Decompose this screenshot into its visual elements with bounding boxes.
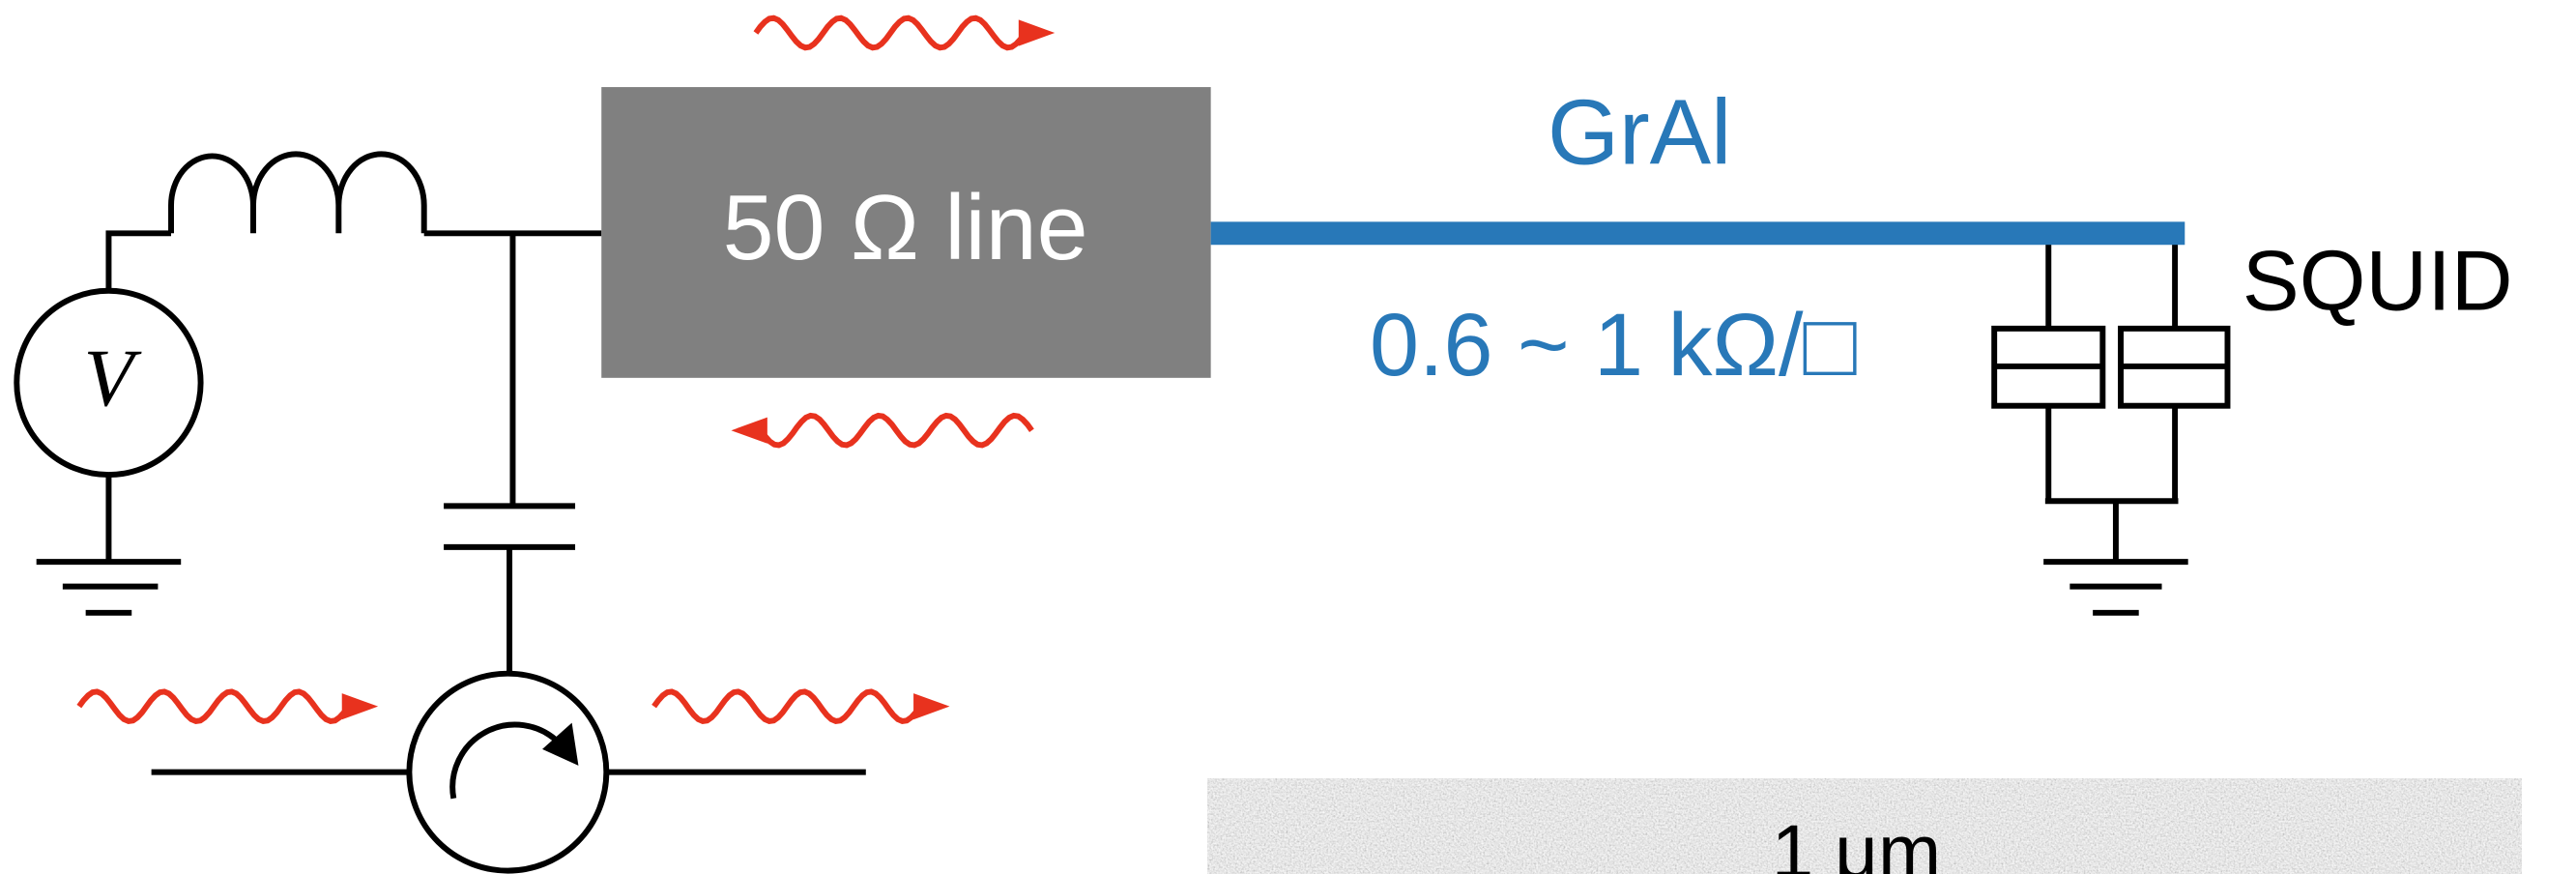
circulator (409, 674, 606, 871)
wave-arrowhead (1019, 19, 1055, 45)
wave (79, 691, 349, 721)
circulator-arrow (452, 725, 559, 799)
wave (761, 416, 1031, 446)
junction (2121, 329, 2227, 406)
page: {"labels": {"line": "50 Ω line", "materi… (0, 0, 2576, 874)
scale-bar-label: 1 μm (1772, 809, 1941, 874)
ground (37, 562, 182, 613)
wave-arrowhead (731, 418, 767, 444)
inductor (171, 154, 424, 233)
wave-arrowhead (913, 693, 949, 719)
line-label: 50 Ω line (723, 177, 1088, 279)
material-label: GrAl (1548, 82, 1731, 185)
source-label: V (83, 333, 142, 423)
arrowhead (542, 723, 578, 766)
ground (2043, 562, 2188, 613)
junction (1994, 329, 2102, 406)
device-label: SQUID (2243, 233, 2513, 329)
wire (108, 233, 171, 290)
wave (654, 691, 920, 721)
wave-arrowhead (342, 693, 378, 719)
resistance-label: 0.6 ~ 1 kΩ/□ (1370, 296, 1857, 394)
diagram: V 50 Ω line GrAl 0.6 ~ 1 kΩ/□ SQUID 1 μm (0, 0, 2576, 874)
wave (756, 18, 1026, 48)
